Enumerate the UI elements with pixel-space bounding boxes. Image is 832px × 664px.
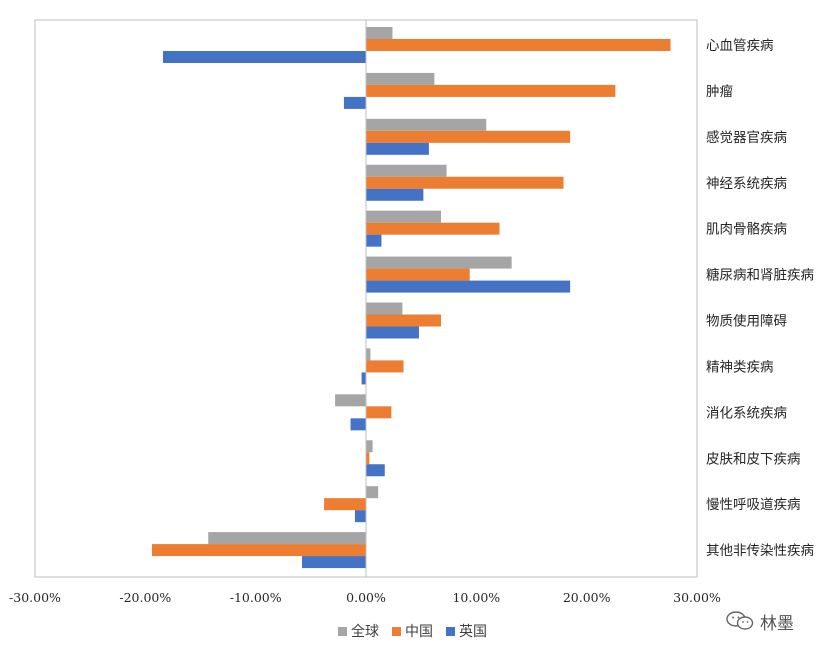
- legend-swatch-全球: [338, 627, 347, 636]
- legend-label: 英国: [459, 623, 487, 640]
- bar-英国-10: [354, 510, 366, 523]
- x-tick-label: 10.00%: [452, 590, 500, 605]
- legend-label: 中国: [405, 624, 433, 640]
- bar-全球-11: [208, 532, 366, 545]
- x-tick-label: -30.00%: [9, 590, 61, 605]
- bar-英国-1: [343, 96, 366, 109]
- x-tick-label: 20.00%: [563, 590, 611, 605]
- bar-英国-5: [366, 280, 571, 293]
- bar-全球-8: [335, 394, 366, 407]
- bar-英国-0: [162, 51, 366, 63]
- bar-全球-6: [366, 302, 403, 315]
- bar-全球-9: [366, 440, 373, 453]
- category-label: 物质使用障碍: [706, 313, 787, 330]
- bar-全球-3: [366, 164, 447, 177]
- bar-全球-10: [366, 486, 379, 499]
- bar-全球-5: [366, 256, 512, 269]
- bar-中国-7: [366, 360, 404, 373]
- bar-全球-0: [366, 27, 393, 39]
- bar-英国-6: [366, 326, 419, 339]
- bar-英国-3: [366, 188, 424, 201]
- x-tick-label: 30.00%: [673, 590, 721, 605]
- category-label: 皮肤和皮下疾病: [706, 451, 801, 467]
- bar-英国-9: [366, 464, 385, 477]
- bar-中国-0: [366, 39, 671, 51]
- category-label: 肿瘤: [706, 83, 733, 100]
- category-label: 心血管疾病: [706, 38, 774, 54]
- legend-label: 全球: [351, 623, 379, 640]
- bar-英国-7: [361, 372, 366, 385]
- watermark-text: 林墨: [760, 613, 794, 634]
- bar-中国-2: [366, 130, 571, 143]
- bar-中国-6: [366, 314, 442, 327]
- wechat-icon: [726, 611, 754, 630]
- x-tick-label: -10.00%: [230, 590, 282, 605]
- legend-swatch-英国: [446, 627, 455, 636]
- category-label: 糖尿病和肾脏疾病: [706, 268, 814, 284]
- category-label: 精神类疾病: [706, 359, 774, 375]
- bar-中国-8: [366, 406, 392, 419]
- bar-英国-11: [302, 556, 366, 569]
- legend-swatch-中国: [392, 627, 401, 636]
- bar-英国-8: [350, 418, 366, 431]
- bar-全球-2: [366, 118, 487, 131]
- bar-全球-7: [366, 348, 371, 361]
- x-tick-label: -20.00%: [119, 590, 171, 605]
- bar-中国-9: [366, 452, 370, 465]
- watermark: 林墨: [726, 608, 826, 634]
- x-tick-label: 0.00%: [346, 590, 386, 605]
- category-label: 感觉器官疾病: [706, 129, 787, 146]
- bar-中国-1: [366, 84, 616, 97]
- category-label: 消化系统疾病: [706, 405, 787, 421]
- category-label: 慢性呼吸道疾病: [706, 496, 801, 513]
- bar-中国-11: [151, 544, 366, 557]
- bar-英国-2: [366, 142, 429, 155]
- bar-全球-4: [366, 210, 442, 223]
- category-label: 其他非传染性疾病: [706, 543, 814, 559]
- bar-中国-3: [366, 176, 564, 189]
- bar-英国-4: [366, 234, 382, 247]
- bar-中国-4: [366, 222, 500, 235]
- bar-全球-1: [366, 72, 435, 85]
- bar-中国-10: [324, 498, 366, 511]
- bar-中国-5: [366, 268, 470, 281]
- category-label: 神经系统疾病: [706, 176, 787, 192]
- category-label: 肌肉骨骼疾病: [706, 222, 787, 238]
